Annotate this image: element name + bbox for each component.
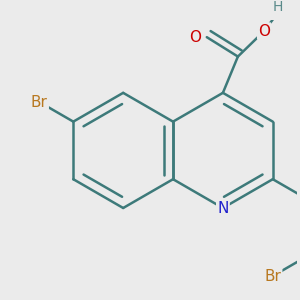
Text: N: N bbox=[217, 200, 229, 215]
Text: O: O bbox=[258, 23, 270, 38]
Text: O: O bbox=[190, 30, 202, 45]
Text: Br: Br bbox=[264, 268, 281, 284]
Text: Br: Br bbox=[31, 94, 48, 110]
Text: H: H bbox=[273, 0, 284, 14]
